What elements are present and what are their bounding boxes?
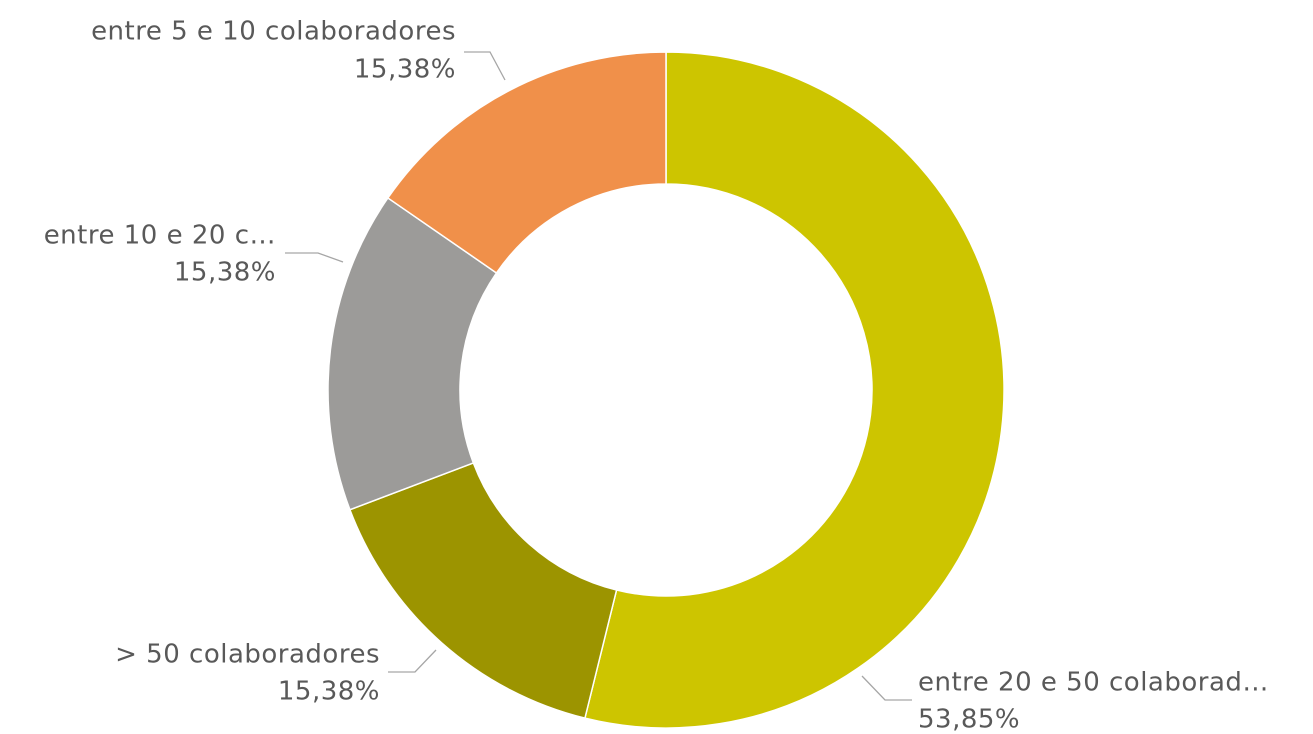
category-label: entre 5 e 10 colaboradores xyxy=(91,17,456,47)
category-label: > 50 colaboradores xyxy=(115,640,380,670)
value-label: 15,38% xyxy=(354,55,456,85)
value-label: 15,38% xyxy=(278,677,380,707)
leader-line xyxy=(388,649,437,673)
category-label: entre 10 e 20 c… xyxy=(44,221,276,251)
leader-line xyxy=(861,675,912,701)
category-label: entre 20 e 50 colaborad… xyxy=(918,668,1269,698)
leader-line xyxy=(464,51,506,81)
value-label: 15,38% xyxy=(174,258,276,288)
donut-slice xyxy=(386,51,667,274)
leader-line xyxy=(285,252,344,263)
donut-slice xyxy=(348,462,618,720)
donut-slice xyxy=(327,196,498,511)
donut-slice xyxy=(584,51,1005,729)
value-label: 53,85% xyxy=(918,705,1020,734)
